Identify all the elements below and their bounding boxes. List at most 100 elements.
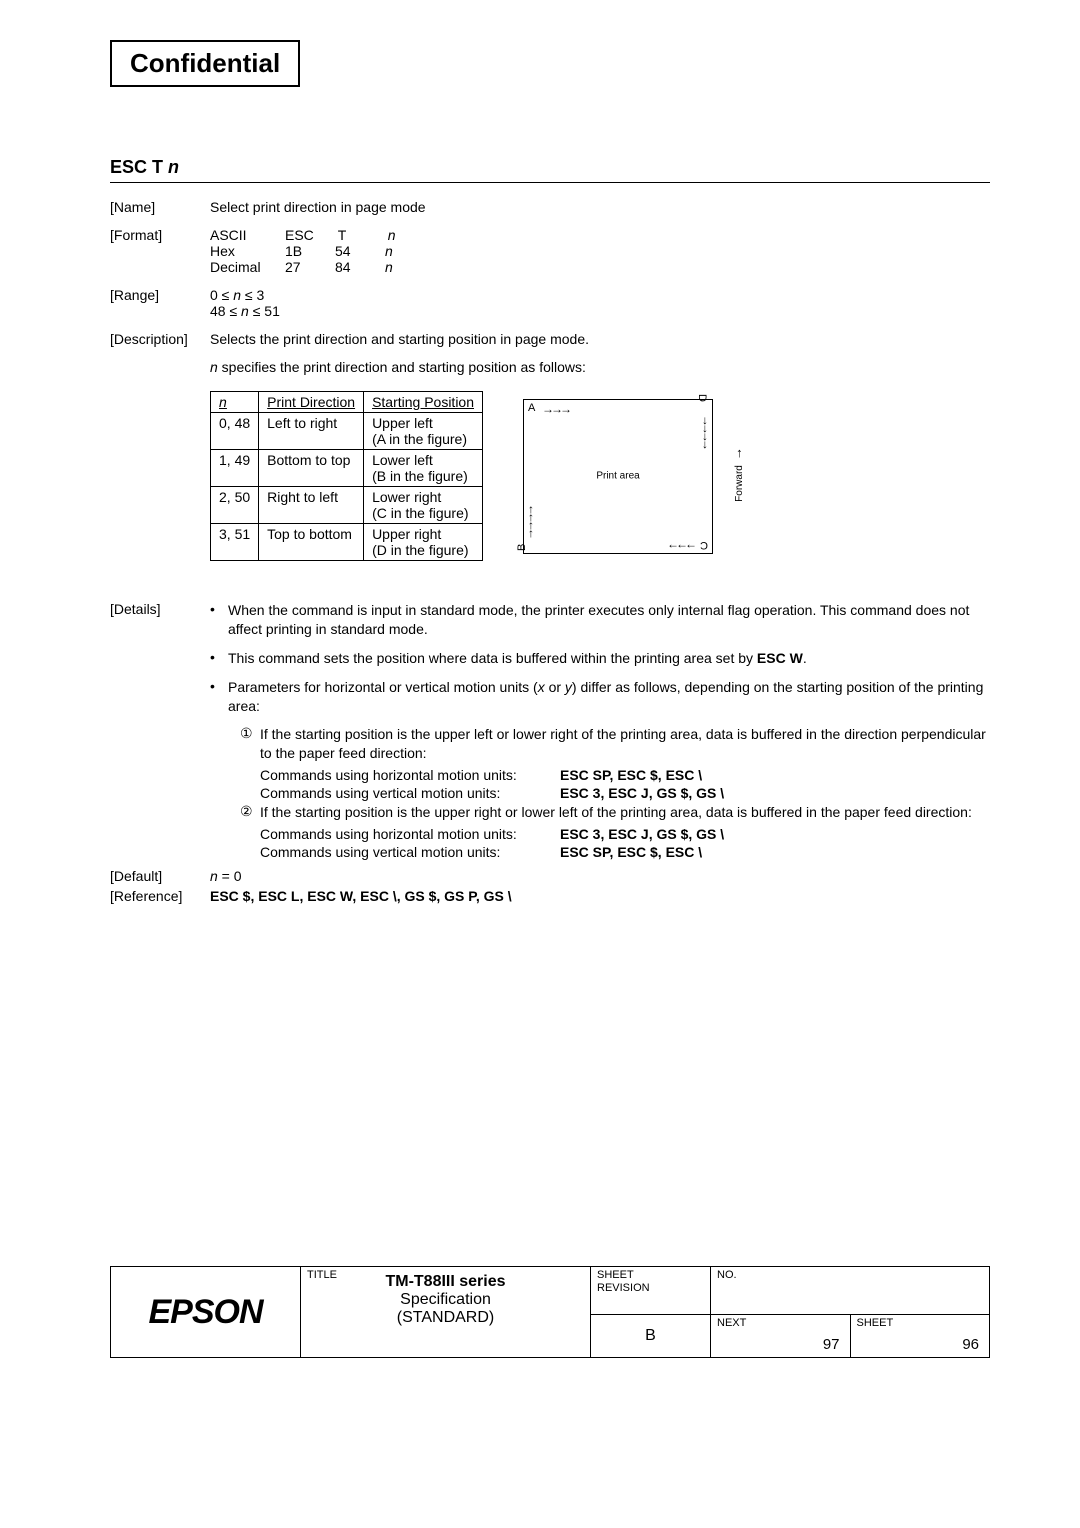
content-row: n Print Direction Starting Position 0, 4… (210, 391, 990, 561)
desc-sub-var: n (210, 359, 218, 375)
desc-text: Selects the print direction and starting… (210, 331, 990, 347)
fmt-cell: 27 (285, 259, 335, 275)
cmd-h-vals: ESC SP, ESC $, ESC \ (560, 767, 702, 783)
details-section: [Details] • When the command is input in… (110, 601, 990, 860)
direction-table: n Print Direction Starting Position 0, 4… (210, 391, 483, 561)
name-section: [Name] Select print direction in page mo… (110, 199, 990, 215)
default-val: = 0 (218, 868, 242, 884)
sub-num-2: ② (240, 803, 260, 822)
name-label: [Name] (110, 199, 210, 215)
arrow-b: ↑↑↑↑ (528, 505, 534, 537)
cmd-v-vals: ESC 3, ESC J, GS $, GS \ (560, 785, 724, 801)
fmt-cell: 54 (335, 243, 385, 259)
desc-sub-text: specifies the print direction and starti… (218, 359, 586, 375)
fmt-cell: 84 (335, 259, 385, 275)
details-b3: Parameters for horizontal or vertical mo… (228, 678, 990, 716)
cmd-h-label: Commands using horizontal motion units: (260, 767, 560, 783)
format-section: [Format] ASCII ESC T n Hex 1B 54 n Decim… (110, 227, 990, 275)
default-section: [Default] n = 0 (110, 868, 990, 884)
cmd-h-label: Commands using horizontal motion units: (260, 826, 560, 842)
cmd-line: Commands using horizontal motion units: … (260, 767, 990, 783)
th-dir: Print Direction (259, 392, 364, 413)
sheet-label: SHEET (857, 1317, 984, 1329)
title-line3: (STANDARD) (309, 1309, 582, 1327)
sheet-value: 96 (962, 1336, 979, 1353)
range-section: [Range] 0 ≤ n ≤ 3 48 ≤ n ≤ 51 (110, 287, 990, 319)
cmd-v-vals: ESC SP, ESC $, ESC \ (560, 844, 702, 860)
fmt-cell: Hex (210, 243, 285, 259)
td-dir: Top to bottom (259, 524, 364, 561)
td-dir: Right to left (259, 487, 364, 524)
forward-arrow-icon: ↑ (736, 445, 743, 460)
next-cell: NEXT 97 (711, 1315, 851, 1358)
sub-item-2: ② If the starting position is the upper … (240, 803, 990, 822)
sub-item-1: ① If the starting position is the upper … (240, 725, 990, 763)
footer-block: EPSON TITLE TM-T88III series Specificati… (110, 1266, 990, 1358)
footer-title-cell: TITLE TM-T88III series Specification (ST… (301, 1267, 591, 1357)
td-n: 2, 50 (211, 487, 259, 524)
sheet-rev-label: SHEET REVISION (591, 1267, 710, 1315)
forward-indicator: ↑ Forward (721, 445, 758, 507)
th-n: n (219, 394, 227, 410)
print-area-diagram: A →→→ B ↑↑↑↑ C ←←← D ↓↓↓↓ Print area (523, 399, 713, 554)
corner-c: C (700, 539, 708, 551)
diagram-container: A →→→ B ↑↑↑↑ C ←←← D ↓↓↓↓ Print area ↑ F… (523, 391, 758, 561)
arrow-a: →→→ (542, 402, 569, 416)
next-value: 97 (823, 1336, 840, 1353)
corner-d: D (696, 394, 708, 402)
fmt-cell: Decimal (210, 259, 285, 275)
footer-right: NO. NEXT 97 SHEET 96 (711, 1267, 989, 1357)
td-pos2: (A in the figure) (372, 431, 474, 447)
sub-num-1: ① (240, 725, 260, 763)
range-text: ≤ 3 (241, 287, 264, 303)
no-label: NO. (711, 1267, 989, 1315)
range-var: n (233, 287, 241, 303)
title-line1: TM-T88III series (309, 1273, 582, 1291)
corner-a: A (528, 402, 535, 414)
print-area-label: Print area (596, 471, 639, 482)
description-section: [Description] Selects the print directio… (110, 331, 990, 347)
sub-text-2: If the starting position is the upper ri… (260, 803, 990, 822)
reference-section: [Reference] ESC $, ESC L, ESC W, ESC \, … (110, 888, 990, 904)
cmd-v-label: Commands using vertical motion units: (260, 785, 560, 801)
fmt-cell: ESC (285, 227, 338, 243)
name-value: Select print direction in page mode (210, 199, 990, 215)
cmd-title-var: n (168, 157, 179, 177)
td-dir: Bottom to top (259, 450, 364, 487)
default-var: n (210, 868, 218, 884)
desc-label: [Description] (110, 331, 210, 347)
reference-vals: ESC $, ESC L, ESC W, ESC \, GS $, GS P, … (210, 888, 512, 904)
arrow-d: ↓↓↓↓ (702, 416, 708, 448)
details-label: [Details] (110, 601, 210, 639)
title-line2: Specification (309, 1291, 582, 1309)
td-n: 3, 51 (211, 524, 259, 561)
td-pos2: (C in the figure) (372, 505, 474, 521)
fmt-cell: ASCII (210, 227, 285, 243)
bullet-icon: • (210, 678, 228, 716)
default-label: [Default] (110, 868, 210, 884)
details-b1: When the command is input in standard mo… (228, 601, 990, 639)
range-text: 0 ≤ (210, 287, 233, 303)
fmt-cell: n (385, 243, 393, 259)
td-pos1: Lower right (372, 489, 474, 505)
range-label: [Range] (110, 287, 210, 319)
td-n: 0, 48 (211, 413, 259, 450)
rev-value: B (591, 1315, 710, 1358)
details-b2: This command sets the position where dat… (228, 649, 990, 668)
footer-mid: SHEET REVISION B (591, 1267, 711, 1357)
td-pos1: Upper left (372, 415, 474, 431)
fmt-cell: 1B (285, 243, 335, 259)
sub-text-1: If the starting position is the upper le… (260, 725, 990, 763)
range-var: n (241, 303, 249, 319)
range-text: ≤ 51 (249, 303, 280, 319)
forward-label: Forward (734, 465, 745, 502)
td-pos2: (B in the figure) (372, 468, 474, 484)
format-table: ASCII ESC T n Hex 1B 54 n Decimal 27 84 … (210, 227, 438, 275)
corner-b: B (516, 543, 528, 550)
td-pos2: (D in the figure) (372, 542, 474, 558)
title-label: TITLE (307, 1269, 337, 1281)
reference-label: [Reference] (110, 888, 210, 904)
cmd-v-label: Commands using vertical motion units: (260, 844, 560, 860)
next-label: NEXT (717, 1317, 844, 1329)
cmd-title-prefix: ESC T (110, 157, 168, 177)
